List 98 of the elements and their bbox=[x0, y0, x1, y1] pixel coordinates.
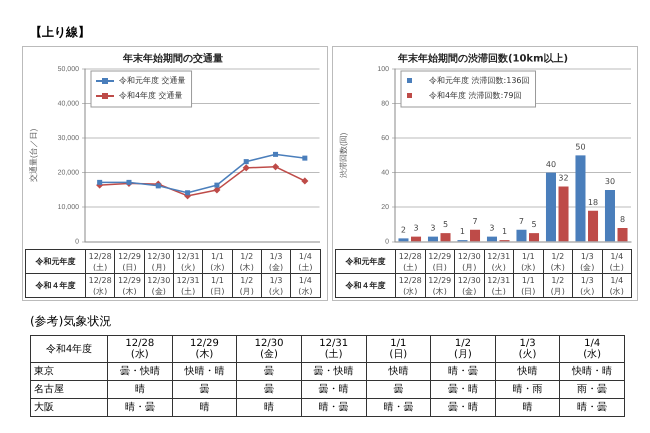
text: 晴 bbox=[199, 402, 210, 413]
text: 曇・晴 bbox=[448, 384, 478, 395]
text: 快晴 bbox=[388, 366, 408, 377]
text: 晴 bbox=[522, 402, 533, 413]
text: 1/3 (火) bbox=[572, 274, 602, 298]
text: 雨・曇 bbox=[577, 384, 608, 395]
text: 1/4 (水) bbox=[602, 274, 632, 298]
x-tick-label: 12/28 (土) bbox=[396, 250, 425, 274]
text: 曇 bbox=[393, 384, 404, 395]
text: 12/31 (土) bbox=[173, 274, 203, 298]
text: 快晴・晴 bbox=[184, 366, 224, 377]
y-axis-title: 交通量(台／日) bbox=[29, 128, 38, 182]
legend-label: 令和元年度 交通量 bbox=[119, 76, 186, 86]
text: 曇 bbox=[264, 384, 274, 395]
category-label: 東京 bbox=[34, 366, 54, 377]
x-tick-label: 12/30 (月) bbox=[144, 250, 174, 274]
text: 曇・快晴 bbox=[120, 366, 160, 377]
legend-label: 令和4年度 交通量 bbox=[119, 91, 183, 100]
chart-title: 年末年始期間の渋滞回数(10km以上) bbox=[396, 52, 568, 65]
text: 1/2 (月) bbox=[232, 274, 262, 298]
data-label: 5 bbox=[531, 220, 537, 230]
text: 12/28 (水) bbox=[86, 274, 115, 298]
y-axis-title: 渋滞回数(回) bbox=[339, 132, 348, 178]
text: 12/29 (木) bbox=[114, 274, 144, 298]
text: 1/4 (水) bbox=[290, 274, 320, 298]
category-label: 1/1 (日) bbox=[366, 336, 431, 362]
text: 12/30 (金) bbox=[454, 274, 484, 298]
text: (参考)気象状況 bbox=[30, 313, 112, 330]
category-label: 名古屋 bbox=[34, 384, 64, 395]
x-tick-label: 12/31 (火) bbox=[173, 250, 203, 274]
data-label: 1 bbox=[502, 227, 508, 236]
x-tick-label: 1/1 (水) bbox=[514, 250, 543, 274]
text: 1/3 (火) bbox=[261, 274, 291, 298]
text: 晴・曇 bbox=[124, 402, 155, 413]
chart-title: 年末年始期間の交通量 bbox=[122, 52, 223, 65]
data-label: 32 bbox=[558, 174, 569, 183]
data-label: 3 bbox=[413, 224, 419, 233]
category-label: 1/4 (水) bbox=[560, 336, 624, 362]
x-tick-label: 1/4 (土) bbox=[290, 250, 320, 274]
x-tick-label: 1/3 (金) bbox=[572, 250, 602, 274]
text: 晴 bbox=[134, 384, 145, 395]
category-label: 12/29 (木) bbox=[172, 336, 237, 362]
data-label: 5 bbox=[442, 220, 448, 230]
category-label: 12/31 (土) bbox=[301, 336, 366, 362]
text: 曇・晴 bbox=[448, 402, 478, 413]
text: 晴・曇 bbox=[448, 366, 478, 377]
x-tick-label: 1/3 (金) bbox=[261, 250, 291, 274]
text: 快晴・晴 bbox=[572, 366, 612, 377]
x-tick-label: 12/29 (日) bbox=[114, 250, 144, 274]
text: 令和元年度 bbox=[26, 250, 86, 274]
text: 晴 bbox=[264, 402, 274, 413]
x-tick-label: 1/2 (木) bbox=[232, 250, 262, 274]
text: 晴・曇 bbox=[318, 402, 349, 413]
category-label: 1/3 (火) bbox=[495, 336, 560, 362]
text: 1/2 (月) bbox=[543, 274, 572, 298]
data-label: 7 bbox=[518, 216, 524, 226]
text: 12/31 (土) bbox=[484, 274, 514, 298]
text: 晴・曇 bbox=[383, 402, 414, 413]
text: 令和４年度 bbox=[26, 274, 86, 298]
text: 曇 bbox=[199, 384, 210, 395]
text: 令和4年度 bbox=[30, 336, 108, 362]
data-label: 7 bbox=[472, 216, 478, 226]
category-label: 1/2 (月) bbox=[430, 336, 496, 362]
text: 曇 bbox=[264, 366, 274, 377]
x-tick-label: 12/30 (月) bbox=[454, 250, 484, 274]
x-tick-label: 12/31 (火) bbox=[484, 250, 514, 274]
category-label: 12/28 (水) bbox=[108, 336, 172, 362]
text: 1/1 (日) bbox=[514, 274, 543, 298]
x-tick-label: 1/4 (土) bbox=[602, 250, 632, 274]
data-label: 18 bbox=[588, 198, 598, 207]
legend-label: 令和4年度 渋滞回数:79回 bbox=[429, 91, 522, 100]
category-label: 大阪 bbox=[34, 402, 54, 413]
text: 晴・雨 bbox=[512, 384, 543, 395]
x-tick-label: 12/28 (土) bbox=[86, 250, 115, 274]
data-label: 50 bbox=[575, 142, 586, 152]
data-label: 1 bbox=[460, 227, 466, 236]
text: 12/28 (水) bbox=[396, 274, 425, 298]
text: 曇・快晴 bbox=[314, 366, 354, 377]
text: 快晴 bbox=[518, 366, 538, 377]
x-tick-label: 1/2 (木) bbox=[543, 250, 572, 274]
text: 曇・晴 bbox=[318, 384, 349, 395]
data-label: 3 bbox=[430, 224, 436, 233]
text: 令和元年度 bbox=[336, 250, 396, 274]
data-label: 3 bbox=[489, 224, 495, 233]
data-label: 40 bbox=[546, 160, 556, 169]
data-label: 30 bbox=[604, 177, 616, 186]
data-label: 2 bbox=[400, 225, 406, 234]
legend-label: 令和元年度 渋滞回数:136回 bbox=[429, 76, 530, 86]
x-tick-label: 1/1 (水) bbox=[202, 250, 232, 274]
category-label: 12/30 (金) bbox=[236, 336, 302, 362]
data-label: 8 bbox=[620, 215, 626, 224]
text: 令和４年度 bbox=[336, 274, 396, 298]
text: 12/30 (金) bbox=[144, 274, 174, 298]
x-tick-label: 12/29 (日) bbox=[425, 250, 454, 274]
text: 12/29 (木) bbox=[425, 274, 454, 298]
text: 晴・曇 bbox=[577, 402, 608, 413]
text: 【上り線】 bbox=[30, 24, 90, 41]
text: 1/1 (日) bbox=[202, 274, 232, 298]
